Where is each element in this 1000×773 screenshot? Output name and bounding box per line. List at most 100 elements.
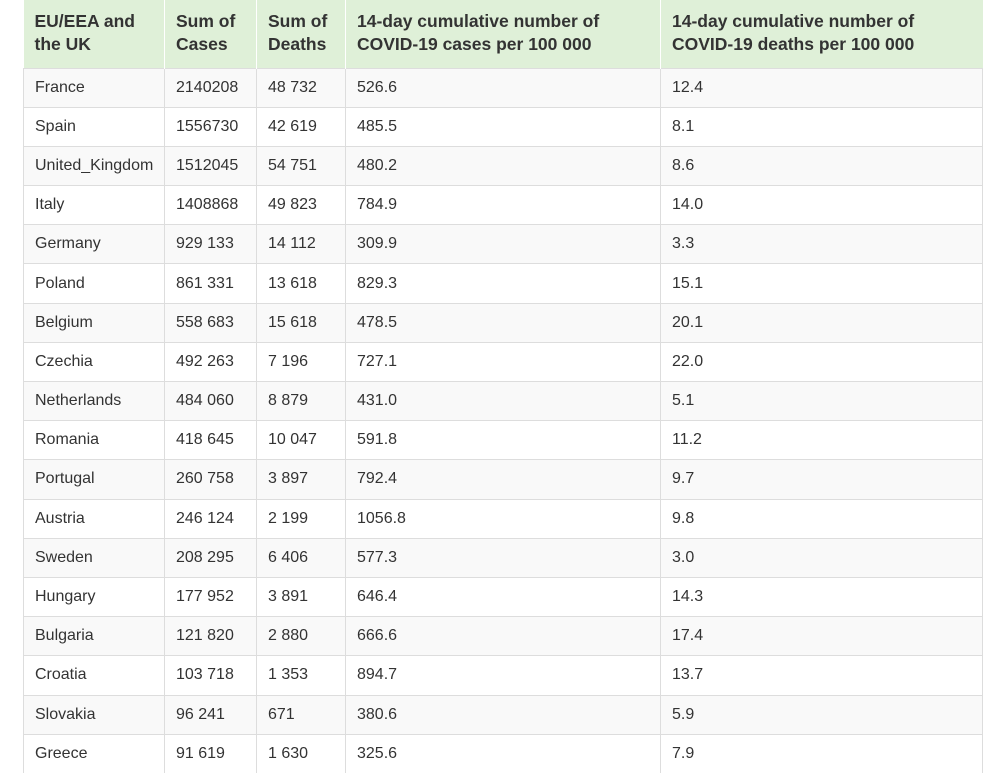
table-row: France 2140208 48 732 526.6 12.4 bbox=[23, 67, 983, 108]
cell-14day-cases: 591.8 bbox=[345, 420, 661, 460]
cell-14day-deaths: 9.7 bbox=[660, 459, 983, 500]
cell-cases: 1512045 bbox=[164, 145, 257, 186]
table-body: France 2140208 48 732 526.6 12.4 Spain 1556730… bbox=[23, 67, 983, 773]
cell-country: Bulgaria bbox=[23, 616, 165, 656]
cell-14day-deaths: 8.6 bbox=[660, 145, 983, 186]
table-row: Sweden 208 295 6 406 577.3 3.0 bbox=[23, 537, 983, 578]
cell-deaths: 49 823 bbox=[256, 185, 346, 225]
cell-14day-deaths: 14.0 bbox=[660, 185, 983, 225]
table-row: Germany 929 133 14 112 309.9 3.3 bbox=[23, 224, 983, 264]
cell-cases: 246 124 bbox=[164, 498, 257, 539]
cell-country: Slovakia bbox=[23, 694, 165, 735]
table-row: Portugal 260 758 3 897 792.4 9.7 bbox=[23, 459, 983, 500]
cell-country: Netherlands bbox=[23, 380, 165, 421]
cell-14day-deaths: 13.7 bbox=[660, 655, 983, 695]
cell-deaths: 13 618 bbox=[256, 263, 346, 304]
table-row: Belgium 558 683 15 618 478.5 20.1 bbox=[23, 302, 983, 343]
column-header-deaths[interactable]: Sum of Deaths bbox=[256, 0, 346, 68]
cell-country: United_Kingdom bbox=[23, 145, 165, 186]
cell-14day-deaths: 7.9 bbox=[660, 733, 983, 773]
cell-country: Austria bbox=[23, 498, 165, 539]
table-header: EU/EEA and the UK Sum of Cases Sum of De… bbox=[23, 0, 983, 68]
cell-deaths: 6 406 bbox=[256, 537, 346, 578]
cell-cases: 1408868 bbox=[164, 185, 257, 225]
cell-14day-cases: 485.5 bbox=[345, 106, 661, 147]
cell-14day-cases: 380.6 bbox=[345, 694, 661, 735]
table-row: Czechia 492 263 7 196 727.1 22.0 bbox=[23, 341, 983, 382]
cell-14day-cases: 829.3 bbox=[345, 263, 661, 304]
cell-deaths: 2 199 bbox=[256, 498, 346, 539]
cell-deaths: 3 891 bbox=[256, 576, 346, 617]
cell-14day-cases: 480.2 bbox=[345, 145, 661, 186]
cell-14day-deaths: 5.9 bbox=[660, 694, 983, 735]
cell-cases: 260 758 bbox=[164, 459, 257, 500]
cell-deaths: 7 196 bbox=[256, 341, 346, 382]
cell-country: Belgium bbox=[23, 302, 165, 343]
table-row: Hungary 177 952 3 891 646.4 14.3 bbox=[23, 576, 983, 617]
cell-14day-cases: 784.9 bbox=[345, 185, 661, 225]
cell-cases: 929 133 bbox=[164, 224, 257, 264]
table-row: Italy 1408868 49 823 784.9 14.0 bbox=[23, 185, 983, 225]
cell-cases: 861 331 bbox=[164, 263, 257, 304]
table-row: Poland 861 331 13 618 829.3 15.1 bbox=[23, 263, 983, 304]
table-row: United_Kingdom 1512045 54 751 480.2 8.6 bbox=[23, 145, 983, 186]
cell-14day-deaths: 22.0 bbox=[660, 341, 983, 382]
cell-14day-deaths: 11.2 bbox=[660, 420, 983, 460]
cell-country: Romania bbox=[23, 420, 165, 460]
cell-country: Spain bbox=[23, 106, 165, 147]
cell-cases: 484 060 bbox=[164, 380, 257, 421]
cell-14day-cases: 478.5 bbox=[345, 302, 661, 343]
column-header-14day-deaths[interactable]: 14-day cumulative number of COVID-19 dea… bbox=[660, 0, 983, 68]
cell-14day-deaths: 8.1 bbox=[660, 106, 983, 147]
cell-14day-cases: 894.7 bbox=[345, 655, 661, 695]
cell-14day-cases: 646.4 bbox=[345, 576, 661, 617]
cell-deaths: 10 047 bbox=[256, 420, 346, 460]
header-row: EU/EEA and the UK Sum of Cases Sum of De… bbox=[23, 0, 983, 68]
cell-cases: 177 952 bbox=[164, 576, 257, 617]
cell-cases: 121 820 bbox=[164, 616, 257, 656]
cell-deaths: 1 353 bbox=[256, 655, 346, 695]
cell-country: Poland bbox=[23, 263, 165, 304]
cell-14day-cases: 526.6 bbox=[345, 67, 661, 108]
cell-country: Italy bbox=[23, 185, 165, 225]
column-header-14day-cases[interactable]: 14-day cumulative number of COVID-19 cas… bbox=[345, 0, 661, 68]
table-row: Slovakia 96 241 671 380.6 5.9 bbox=[23, 694, 983, 735]
cell-14day-cases: 577.3 bbox=[345, 537, 661, 578]
cell-country: Croatia bbox=[23, 655, 165, 695]
table-row: Croatia 103 718 1 353 894.7 13.7 bbox=[23, 655, 983, 695]
cell-14day-cases: 727.1 bbox=[345, 341, 661, 382]
cell-14day-deaths: 14.3 bbox=[660, 576, 983, 617]
cell-cases: 96 241 bbox=[164, 694, 257, 735]
cell-deaths: 3 897 bbox=[256, 459, 346, 500]
cell-14day-deaths: 3.0 bbox=[660, 537, 983, 578]
table-row: Bulgaria 121 820 2 880 666.6 17.4 bbox=[23, 616, 983, 656]
cell-14day-cases: 309.9 bbox=[345, 224, 661, 264]
cell-14day-cases: 325.6 bbox=[345, 733, 661, 773]
cell-deaths: 8 879 bbox=[256, 380, 346, 421]
cell-deaths: 14 112 bbox=[256, 224, 346, 264]
cell-cases: 103 718 bbox=[164, 655, 257, 695]
column-header-cases[interactable]: Sum of Cases bbox=[164, 0, 257, 68]
cell-deaths: 2 880 bbox=[256, 616, 346, 656]
cell-cases: 2140208 bbox=[164, 67, 257, 108]
cell-deaths: 48 732 bbox=[256, 67, 346, 108]
cell-cases: 91 619 bbox=[164, 733, 257, 773]
cell-14day-cases: 792.4 bbox=[345, 459, 661, 500]
cell-deaths: 42 619 bbox=[256, 106, 346, 147]
cell-country: Czechia bbox=[23, 341, 165, 382]
cell-country: Hungary bbox=[23, 576, 165, 617]
cell-cases: 558 683 bbox=[164, 302, 257, 343]
cell-14day-deaths: 12.4 bbox=[660, 67, 983, 108]
cell-deaths: 15 618 bbox=[256, 302, 346, 343]
cell-country: France bbox=[23, 67, 165, 108]
column-header-country[interactable]: EU/EEA and the UK bbox=[23, 0, 165, 68]
table-row: Spain 1556730 42 619 485.5 8.1 bbox=[23, 106, 983, 147]
cell-14day-cases: 431.0 bbox=[345, 380, 661, 421]
cell-country: Portugal bbox=[23, 459, 165, 500]
table-row: Netherlands 484 060 8 879 431.0 5.1 bbox=[23, 380, 983, 421]
cell-14day-deaths: 17.4 bbox=[660, 616, 983, 656]
covid-table-container: EU/EEA and the UK Sum of Cases Sum of De… bbox=[23, 0, 983, 773]
cell-cases: 208 295 bbox=[164, 537, 257, 578]
table-row: Romania 418 645 10 047 591.8 11.2 bbox=[23, 420, 983, 460]
cell-14day-deaths: 5.1 bbox=[660, 380, 983, 421]
